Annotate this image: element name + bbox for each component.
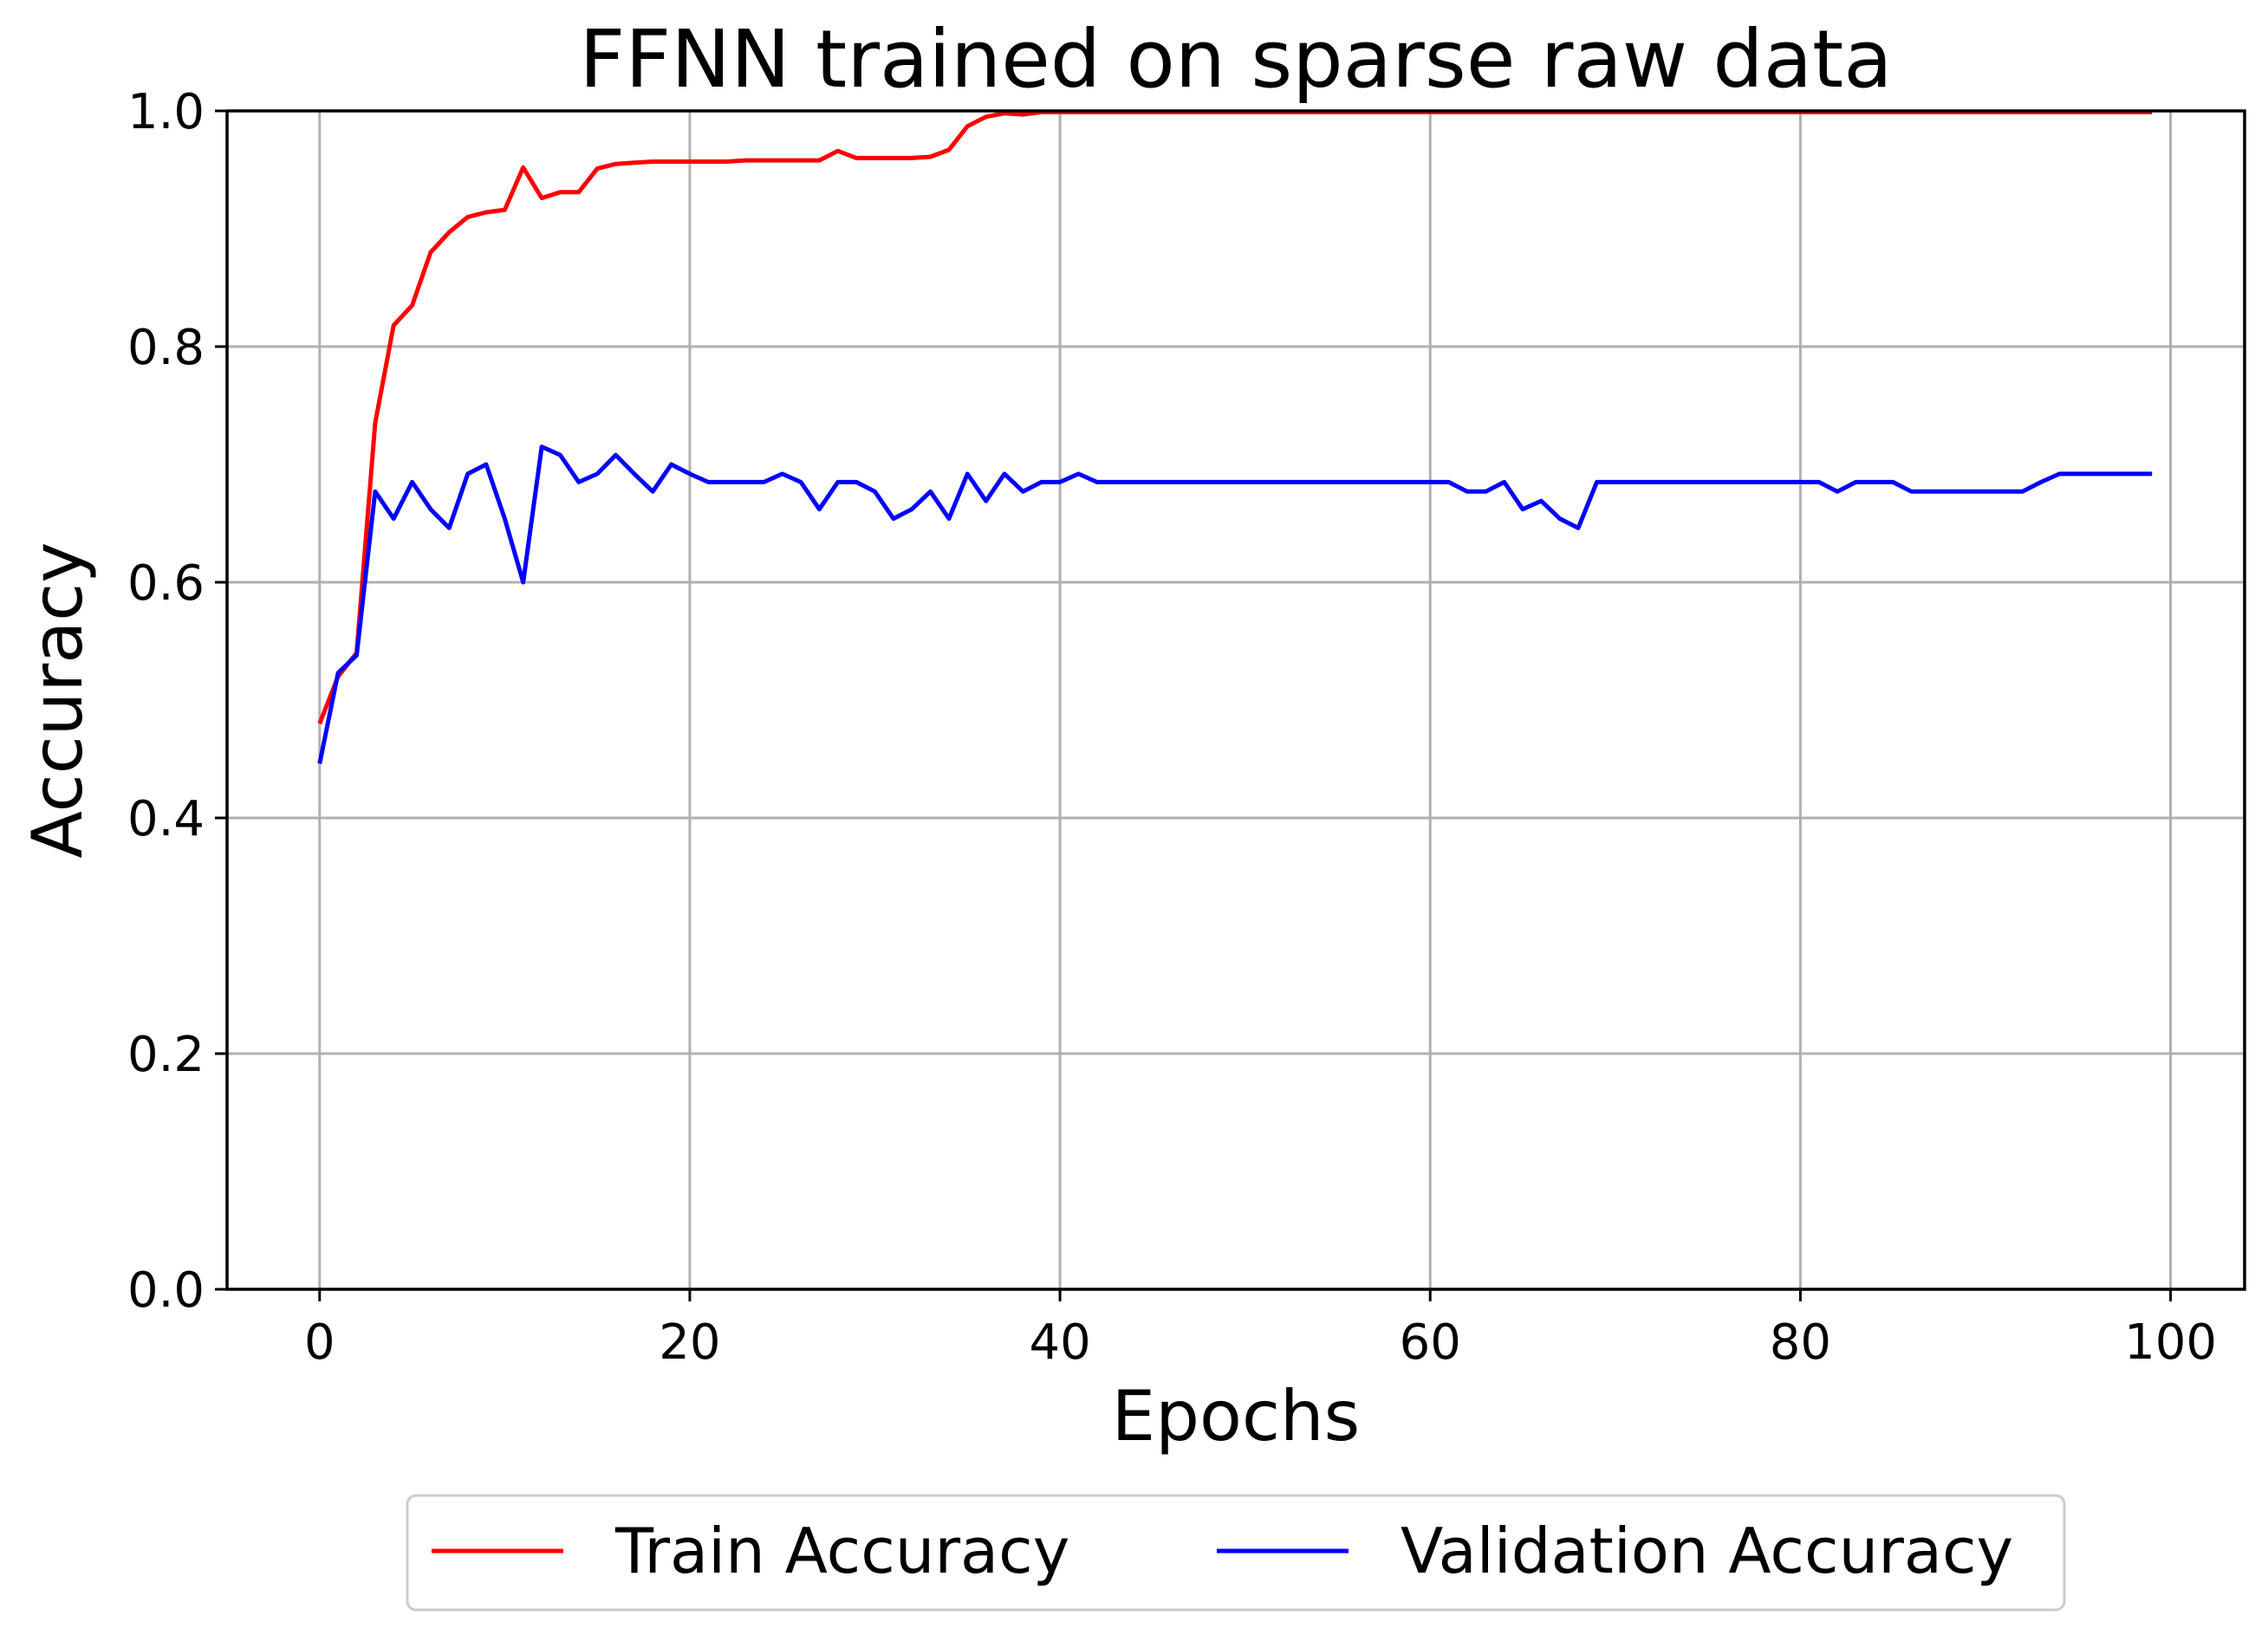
y-tick-label-4: 0.8 — [127, 320, 205, 376]
x-tick-label-2: 40 — [1029, 1314, 1090, 1371]
x-tick-label-1: 20 — [659, 1314, 720, 1371]
y-tick-label-2: 0.4 — [127, 791, 205, 847]
y-tick-label-0: 0.0 — [127, 1262, 205, 1319]
x-tick-label-0: 0 — [304, 1314, 335, 1371]
tick-layer: 0 20 40 60 80 100 0.0 0.2 0.4 0.6 0.8 1.0 — [127, 84, 2217, 1371]
legend-label-validation-accuracy: Validation Accuracy — [1400, 1515, 2013, 1587]
x-tick-label-5: 100 — [2124, 1314, 2217, 1371]
legend: Train Accuracy Validation Accuracy — [406, 1494, 2066, 1612]
y-tick-label-5: 1.0 — [127, 84, 205, 140]
x-axis-title: Epochs — [1112, 1376, 1361, 1457]
chart-title: FFNN trained on sparse raw data — [579, 13, 1892, 106]
series-line-validation-accuracy — [317, 444, 2153, 764]
x-tick-label-4: 80 — [1770, 1314, 1831, 1371]
y-tick-label-1: 0.2 — [127, 1027, 205, 1083]
plot-frame — [225, 109, 2246, 1291]
x-tick-label-3: 60 — [1400, 1314, 1461, 1371]
legend-label-train-accuracy: Train Accuracy — [614, 1515, 1069, 1587]
y-tick-label-3: 0.6 — [127, 555, 205, 612]
y-axis-title: Accuracy — [17, 542, 98, 858]
